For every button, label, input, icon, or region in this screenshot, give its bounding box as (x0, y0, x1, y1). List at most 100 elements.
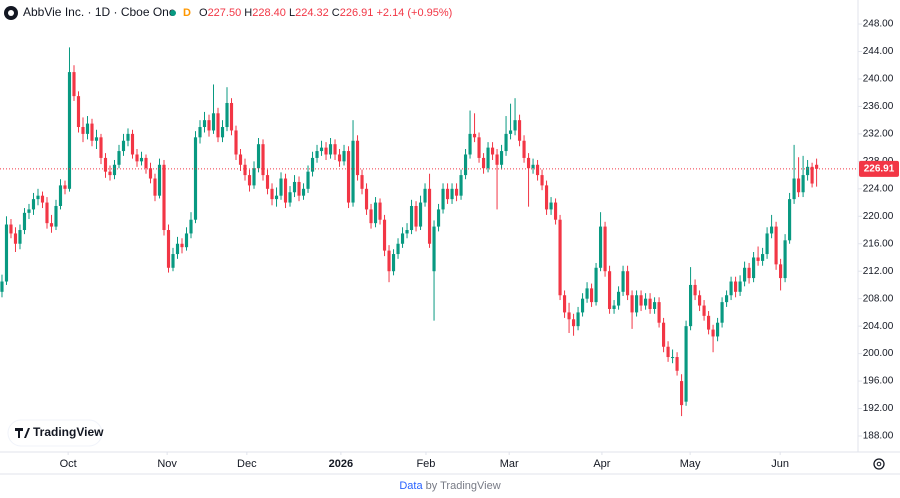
candle-body (806, 166, 810, 176)
candle-body (670, 357, 675, 359)
footer-link[interactable]: Data (399, 480, 423, 492)
candle-body (319, 147, 324, 152)
candle-body (153, 178, 157, 196)
candle-body (148, 168, 153, 179)
candle-body (94, 137, 99, 141)
candle-body (535, 164, 540, 176)
candle-body (36, 195, 40, 200)
x-tick-label: Mar (500, 458, 519, 470)
value: 224.32 (295, 7, 329, 19)
candle-body (463, 154, 468, 176)
candle-body (333, 144, 337, 155)
candle-body (391, 254, 396, 272)
status-dot (170, 10, 176, 16)
candle-body (207, 120, 211, 131)
candle-body (508, 130, 513, 134)
candle-body (220, 127, 225, 138)
last-price-label: 226.91 (864, 163, 895, 174)
candle-body (540, 175, 544, 186)
candle-body (761, 254, 765, 261)
candle-body (355, 140, 360, 176)
candle-body (238, 154, 243, 165)
candle-body (27, 209, 31, 213)
logo-mark (15, 428, 30, 438)
logo[interactable]: TradingView (7, 419, 104, 447)
candle-body (382, 219, 387, 251)
candle-body (725, 295, 729, 303)
candle-body (454, 188, 459, 196)
candle-body (108, 171, 112, 176)
candle-body (585, 288, 589, 299)
y-tick-label: 232.00 (863, 129, 894, 140)
candle-body (774, 226, 778, 265)
candle-body (198, 127, 202, 138)
candle-body (549, 202, 553, 210)
candle-body (499, 151, 504, 165)
candle-body (49, 223, 54, 227)
candle-body (216, 113, 220, 138)
candle-body (396, 243, 400, 255)
candle-body (738, 281, 742, 292)
candle-body (18, 230, 22, 244)
candle-body (477, 137, 481, 158)
candle-body (72, 72, 76, 97)
candle-body (117, 151, 121, 165)
candle-body (315, 151, 319, 158)
candle-body (711, 329, 715, 337)
candle-body (130, 133, 135, 155)
candle-body (562, 295, 567, 313)
candle-body (54, 205, 58, 227)
candle-body (468, 133, 472, 155)
candle-body (112, 164, 117, 176)
x-tick-label: 2026 (329, 458, 353, 470)
y-tick-label: 236.00 (863, 101, 894, 112)
candle-body (144, 157, 148, 169)
value: 226.91 (340, 7, 374, 19)
candle-body (621, 271, 625, 292)
candle-body (729, 281, 733, 296)
candle-body (225, 102, 229, 128)
footer-text: by TradingView (426, 480, 501, 492)
candle-body (4, 224, 9, 282)
candle-body (189, 219, 193, 234)
label: O (199, 7, 208, 19)
candle-body (589, 288, 594, 303)
candle-body (580, 298, 585, 313)
candle-body (756, 257, 760, 261)
x-tick-label: Dec (237, 458, 257, 470)
candle-body (162, 164, 166, 231)
value: 228.40 (252, 7, 286, 19)
candle-body (243, 164, 247, 176)
candle-body (459, 175, 463, 196)
value: 227.50 (208, 7, 242, 19)
candle-body (612, 305, 616, 309)
candle-body (126, 133, 130, 141)
candle-body (423, 188, 427, 203)
settings-icon[interactable] (873, 458, 885, 470)
candle-body (526, 157, 531, 169)
candle-body (229, 102, 234, 131)
candle-body (252, 168, 256, 186)
candle-body (202, 120, 207, 128)
candle-body (378, 202, 382, 220)
x-tick-label: Oct (60, 458, 77, 470)
candle-body (792, 178, 796, 200)
candle-body (157, 164, 162, 196)
candle-body (310, 157, 315, 172)
x-tick-label: May (680, 458, 701, 470)
x-tick-label: Apr (593, 458, 610, 470)
y-tick-label: 212.00 (863, 266, 894, 277)
candle-body (90, 123, 94, 141)
candle-body (495, 154, 499, 165)
candle-body (571, 319, 576, 327)
candle-body (306, 171, 310, 189)
candle-body (801, 175, 805, 193)
symbol-name: AbbVie Inc. · 1D · Cboe One (23, 5, 176, 19)
candle-body (283, 178, 288, 203)
candle-body (9, 224, 13, 234)
x-tick-label: Feb (416, 458, 435, 470)
candle-body (373, 202, 378, 224)
candle-body (783, 240, 787, 279)
